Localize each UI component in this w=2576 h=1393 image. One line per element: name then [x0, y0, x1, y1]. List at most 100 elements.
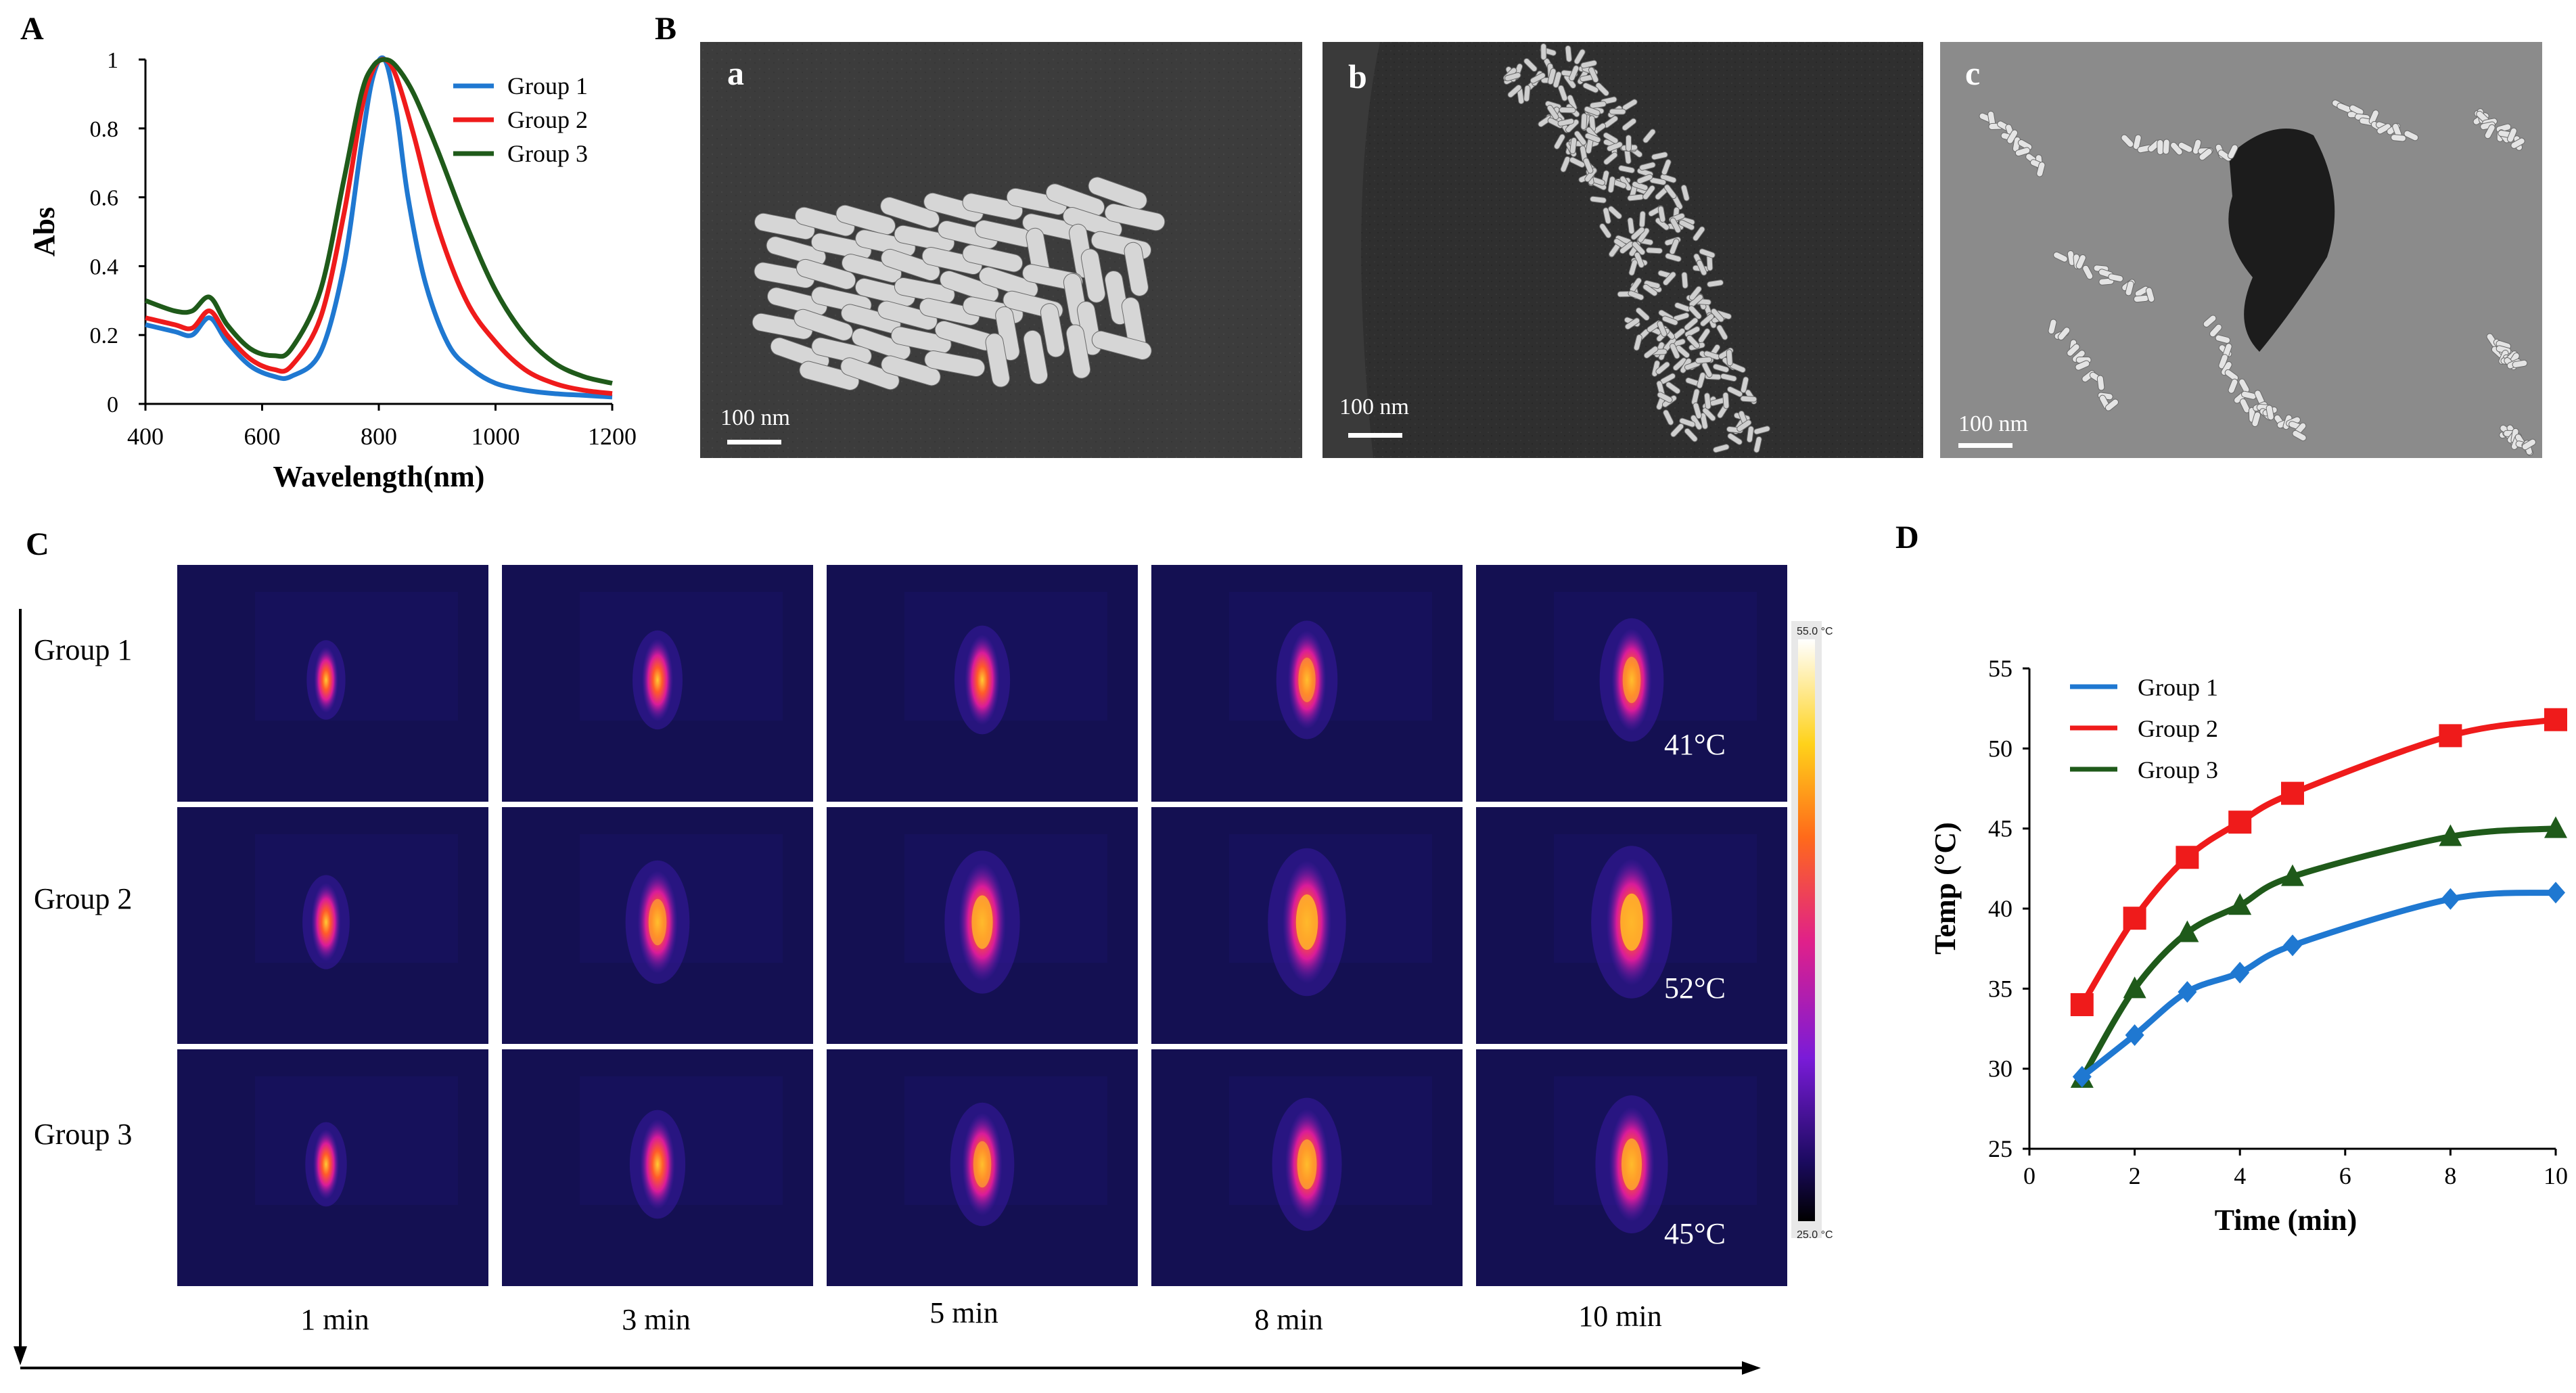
nanorod	[1088, 177, 1147, 210]
nanorod	[1023, 329, 1049, 385]
thermal-image-r3-c4	[1151, 1049, 1463, 1286]
thermal-image-r1-c4	[1151, 565, 1463, 802]
nanorod	[1679, 417, 1696, 428]
thermal-image-r1-c1	[177, 565, 488, 802]
nanorod	[1630, 227, 1645, 240]
d-x-tick-label: 10	[2544, 1162, 2568, 1189]
nanorod	[2203, 315, 2217, 327]
d-marker-square	[2228, 810, 2252, 834]
nanorod	[1565, 45, 1572, 62]
scale-bar-b	[1348, 433, 1402, 438]
nanorod	[1670, 423, 1684, 438]
nanorod	[1622, 118, 1637, 131]
nanorod	[1663, 184, 1677, 200]
nanorod	[2162, 139, 2170, 155]
column-label-4: 8 min	[1254, 1303, 1322, 1336]
nanorod	[1670, 343, 1680, 359]
nanorod	[1693, 402, 1702, 419]
nanorod	[1642, 185, 1655, 200]
nanorod	[1675, 344, 1690, 359]
colorbar-max-label: 55.0 °C	[1797, 626, 1833, 637]
nanorod	[962, 244, 1024, 273]
nanorod	[1625, 135, 1632, 152]
nanorod	[2404, 130, 2419, 141]
nanorod	[752, 313, 813, 340]
nanorod	[1624, 317, 1640, 330]
nanorod	[2075, 254, 2086, 269]
a-y-tick-label: 1	[107, 48, 118, 73]
nanorod	[1643, 346, 1659, 359]
nanorod	[1546, 104, 1559, 120]
nanorod	[1697, 372, 1706, 389]
nanorod	[2391, 134, 2407, 142]
a-x-tick-label: 400	[127, 423, 164, 450]
chart-a-absorbance: 0 0.2 0.4 0.6 0.8 1 400 600 800 1000 1200 Wavelengt…	[28, 48, 637, 493]
nanorod	[1700, 313, 1715, 327]
nanorod	[1584, 106, 1601, 116]
nanorod	[1553, 133, 1565, 150]
panel-c-thermal-images: Group 1 41°C Group 2 52°C Group 3 45°C 1 min 3 …	[34, 565, 1787, 1336]
nanorod	[1547, 68, 1557, 85]
sem-image-c: c 100 nm	[1940, 42, 2542, 458]
d-y-axis-title: Temp (°C)	[1929, 822, 1962, 955]
a-x-tick-label: 1200	[588, 423, 637, 450]
nanorod	[1688, 286, 1702, 301]
nanorod	[1643, 280, 1661, 289]
nanorod	[754, 262, 815, 289]
d-series-line-group3	[2079, 825, 2556, 1080]
nanorod	[796, 258, 856, 290]
nanorod	[2224, 369, 2239, 382]
nanorod	[810, 233, 872, 260]
nanorod	[1661, 159, 1672, 176]
a-x-tick-label: 600	[244, 423, 281, 450]
a-series-line-group3	[144, 57, 613, 386]
nanorod	[754, 212, 815, 240]
heat-spot	[641, 639, 674, 721]
nanorod	[811, 337, 872, 365]
colorbar-min-label: 25.0 °C	[1797, 1229, 1833, 1241]
row-label-group3: Group 3	[34, 1118, 132, 1151]
heat-core	[973, 1141, 992, 1188]
nanorod	[1628, 259, 1638, 276]
nanorod	[1642, 129, 1656, 143]
a-y-tick-label: 0.8	[90, 117, 119, 142]
sem-image-a: a 100 nm	[700, 42, 1302, 458]
nanorod	[2218, 354, 2228, 369]
nanorod	[2178, 141, 2193, 153]
nanorod	[1684, 428, 1698, 442]
nanorod	[1603, 152, 1618, 165]
nanorod	[1504, 72, 1521, 82]
column-label-1: 1 min	[300, 1303, 369, 1336]
nanorod	[2082, 265, 2094, 280]
d-marker-triangle	[2439, 824, 2462, 846]
a-legend-label-group3: Group 3	[507, 140, 588, 167]
nanorod	[1638, 210, 1646, 228]
nanorod	[1632, 241, 1646, 256]
nanorod	[795, 206, 855, 237]
d-marker-square	[2544, 708, 2567, 731]
a-x-axis-title: Wavelength(nm)	[273, 460, 485, 493]
thermal-image-r3-c1	[177, 1049, 488, 1286]
a-y-tick-label: 0.2	[90, 323, 119, 348]
nanorod	[1695, 357, 1712, 364]
panel-label-d: D	[1895, 520, 1919, 555]
d-legend-label-group3: Group 3	[2138, 756, 2218, 783]
nanorod	[877, 300, 938, 330]
nanorod	[835, 204, 896, 235]
a-series-line-group1	[145, 55, 613, 400]
nanorod	[2199, 148, 2213, 161]
d-marker-square	[2070, 993, 2094, 1016]
sem-label-b: b	[1348, 58, 1367, 95]
nanorod	[2075, 360, 2090, 371]
nanorod	[1040, 303, 1065, 358]
nanorod	[1080, 248, 1106, 303]
nanorod	[1569, 65, 1580, 82]
final-temp-group1: 41°C	[1664, 728, 1726, 761]
chart-d-temperature: 25 30 35 40 45 50 55 0 2 4 6 8 10 Time (min) Temp (°C)…	[1929, 655, 2568, 1237]
nanorod	[1552, 71, 1562, 89]
nanorod	[1569, 137, 1578, 154]
nanorod	[799, 361, 860, 391]
a-y-tick-label: 0.4	[90, 254, 119, 279]
nanorod	[2376, 123, 2391, 135]
nanorod	[2215, 334, 2231, 344]
